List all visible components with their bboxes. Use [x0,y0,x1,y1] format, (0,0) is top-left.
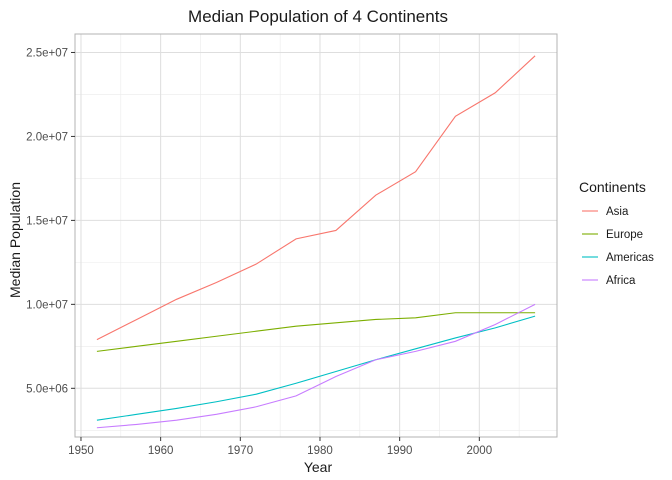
legend-label-asia: Asia [606,206,629,218]
y-tick-label: 1.0e+07 [26,299,68,311]
x-tick-label: 1960 [148,445,174,457]
series-line-americas [96,315,536,421]
y-tick-label: 5.0e+06 [26,383,68,395]
x-tick-label: 1990 [387,445,413,457]
y-axis-title: Median Population [7,182,23,298]
x-axis: 1950 1960 1970 1980 1990 2000 [68,437,492,457]
legend-title: Continents [579,179,646,195]
chart-title: Median Population of 4 Continents [188,7,448,26]
y-axis: 5.0e+06 1.0e+07 1.5e+07 2.0e+07 2.5e+07 [26,47,75,395]
y-tick-label: 1.5e+07 [26,215,68,227]
legend-label-europe: Europe [606,229,643,241]
legend: Continents Asia Europe Americas Africa [579,179,654,287]
x-tick-label: 1980 [307,445,333,457]
plot-panel [75,34,557,437]
legend-label-africa: Africa [606,275,636,287]
y-tick-label: 2.5e+07 [26,47,68,59]
y-tick-label: 2.0e+07 [26,131,68,143]
series-line-asia [96,55,536,341]
x-tick-label: 1970 [228,445,254,457]
plot-border [74,33,558,438]
x-axis-title: Year [304,459,333,475]
legend-label-americas: Americas [606,252,654,264]
series-line-africa [96,303,536,429]
x-tick-label: 2000 [467,445,493,457]
x-tick-label: 1950 [68,445,94,457]
series-line-europe [96,312,536,352]
gridlines [75,34,557,437]
plot-area [74,33,558,438]
series-lines [96,55,536,429]
